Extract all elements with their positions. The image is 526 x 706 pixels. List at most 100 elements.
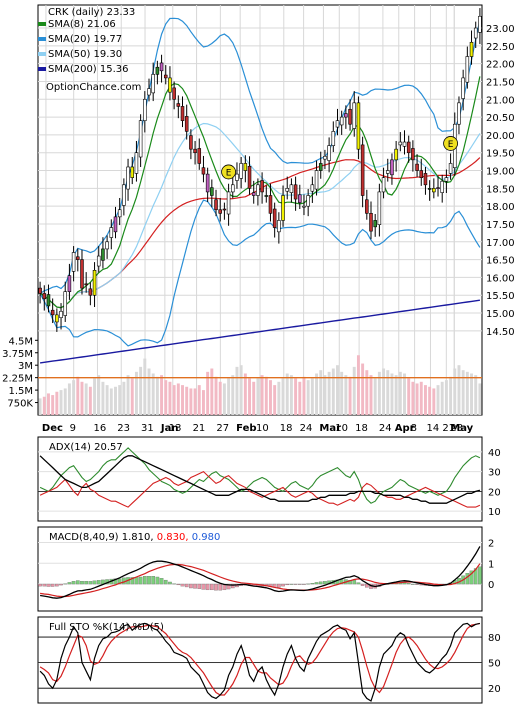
volume-bar	[160, 375, 164, 415]
candle-body	[222, 208, 227, 211]
macd-histogram-bar	[302, 583, 306, 585]
earnings-marker-label: E	[448, 140, 454, 150]
price-axis: 23.00 22.50 22.00 21.50 21.00 20.50 20.00 19.50…	[486, 24, 515, 338]
candle-body	[71, 252, 76, 272]
volume-bar	[382, 368, 386, 415]
candle-body	[339, 116, 344, 126]
date-tick-label: Apr	[395, 423, 415, 434]
volume-bar	[348, 376, 352, 415]
candle-body	[92, 270, 97, 296]
candle-body	[432, 188, 436, 193]
candle-body	[101, 248, 105, 261]
date-tick-label: 24	[379, 423, 392, 434]
volume-bar	[181, 385, 184, 415]
candle-body	[84, 283, 88, 286]
candle-body	[109, 227, 114, 238]
volume-bar	[273, 385, 277, 415]
date-tick-label: 21	[442, 423, 455, 434]
macd-panel: 2 1 0	[38, 538, 494, 599]
volume-bar	[256, 378, 260, 415]
candle-body	[402, 141, 407, 147]
candle-body	[88, 288, 93, 296]
candle-body	[67, 275, 72, 292]
macd-histogram-bar	[469, 570, 474, 585]
macd-histogram-bar	[193, 583, 197, 589]
volume-bar	[139, 366, 143, 415]
date-tick-label: 8	[411, 423, 417, 434]
price-tick-label: 20.00	[486, 131, 515, 142]
date-tick-label: 23	[117, 423, 130, 434]
volume-tick-label: 750K	[7, 399, 33, 410]
sma8-line	[39, 76, 481, 309]
candle-body	[448, 163, 453, 174]
price-tick-label: 19.00	[486, 167, 515, 178]
candle-body	[180, 106, 185, 121]
volume-bar	[193, 388, 197, 415]
volume-bar	[419, 381, 423, 415]
macd-histogram-bar	[138, 576, 143, 585]
candle-body	[189, 135, 193, 150]
macd-histogram-bar	[197, 583, 202, 589]
candle-body	[239, 163, 243, 179]
candle-body	[365, 199, 369, 214]
candle-body	[155, 66, 160, 75]
stoch-d-line	[39, 622, 481, 696]
volume-bar	[298, 381, 302, 415]
macd-histogram-bar	[293, 583, 298, 585]
volume-bar	[214, 376, 218, 415]
volume-bar	[377, 371, 381, 415]
macd-signal-value: 0.830,	[157, 532, 189, 543]
panel-tick-label: 30	[488, 468, 501, 479]
volume-bar	[269, 380, 272, 415]
price-tick-label: 22.50	[486, 42, 515, 53]
volume-bar	[101, 381, 105, 415]
macd-histogram-bar	[55, 583, 59, 587]
macd-histogram-bar	[180, 583, 185, 587]
candle-body	[143, 98, 147, 121]
macd-histogram-bar	[155, 576, 160, 585]
date-tick-label: Jan	[160, 423, 179, 434]
volume-bar	[315, 373, 319, 415]
macd-histogram-bar	[172, 583, 176, 585]
price-tick-label: 17.00	[486, 238, 515, 249]
candle-body	[289, 184, 294, 193]
volume-bar	[47, 393, 50, 415]
macd-histogram-bar	[356, 582, 361, 585]
candle-body	[411, 148, 415, 161]
volume-bar	[411, 381, 415, 415]
volume-bar	[147, 368, 151, 415]
candle-body	[310, 184, 315, 192]
macd-histogram-bar	[88, 581, 93, 585]
volume-bar	[457, 365, 461, 415]
date-tick-label: 10	[335, 423, 348, 434]
candle-body	[302, 205, 306, 208]
volume-bar	[76, 376, 80, 415]
volume-bars	[38, 355, 482, 415]
macd-histogram-bar	[314, 582, 319, 585]
candle-body	[210, 187, 214, 196]
macd-histogram-bar	[415, 583, 419, 585]
candle-body	[444, 177, 449, 182]
volume-bar	[42, 396, 46, 415]
candle-body	[264, 195, 269, 197]
macd-histogram-bar	[289, 583, 294, 585]
macd-histogram-bar	[364, 583, 369, 588]
price-tick-label: 15.00	[486, 309, 515, 320]
volume-bar	[327, 371, 331, 415]
panel-tick-label: 40	[488, 448, 501, 459]
volume-bar	[67, 383, 71, 415]
legend-label: SMA(20) 19.77	[48, 34, 122, 45]
candle-body	[335, 120, 340, 128]
macd-histogram-bar	[168, 581, 172, 585]
bollinger-upper-line	[39, 17, 481, 295]
candle-body	[147, 88, 151, 96]
price-tick-label: 22.00	[486, 60, 515, 71]
adx-panel: 40 30 20 10	[38, 447, 501, 518]
volume-bar	[340, 371, 344, 415]
date-tick-label: 18	[280, 423, 293, 434]
macd-histogram-bar	[71, 580, 76, 585]
volume-bar	[474, 375, 478, 415]
volume-bar	[130, 378, 134, 415]
candle-body	[184, 116, 189, 132]
